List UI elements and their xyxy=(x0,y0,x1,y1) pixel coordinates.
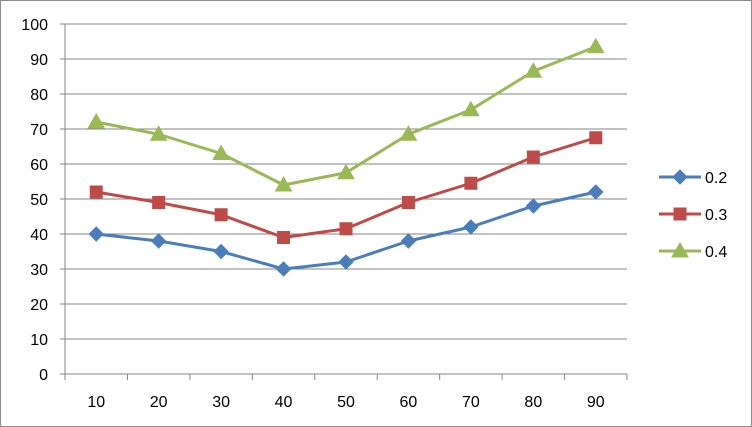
y-tick-label: 30 xyxy=(30,262,48,279)
x-tick-label: 80 xyxy=(524,394,542,411)
data-point xyxy=(277,231,291,244)
data-point xyxy=(401,196,415,209)
series-0.4 xyxy=(87,37,605,192)
legend: 0.2 0.3 0.4 xyxy=(659,169,727,261)
y-tick-label: 0 xyxy=(39,367,48,384)
legend-label: 0.2 xyxy=(705,170,727,187)
x-tick-label: 40 xyxy=(275,394,293,411)
data-point xyxy=(462,100,480,117)
legend-item-0.4: 0.4 xyxy=(659,241,727,261)
series-layer xyxy=(87,37,605,277)
data-point xyxy=(339,222,353,236)
x-tick-label: 70 xyxy=(462,394,480,411)
x-tick-label: 50 xyxy=(337,394,355,411)
x-tick-label: 60 xyxy=(400,394,418,411)
y-tick-label: 80 xyxy=(30,87,48,104)
legend-label: 0.3 xyxy=(705,207,727,224)
data-point xyxy=(524,62,543,78)
data-point xyxy=(213,243,229,260)
y-tick-label: 20 xyxy=(30,297,48,314)
data-point xyxy=(275,261,292,277)
data-point xyxy=(152,196,166,209)
legend-item-0.2: 0.2 xyxy=(659,169,727,187)
data-point xyxy=(88,226,104,242)
x-tick-label: 10 xyxy=(87,394,105,411)
y-tick-label: 60 xyxy=(30,157,48,174)
y-tick-label: 70 xyxy=(30,122,48,139)
data-point xyxy=(150,233,167,249)
y-tick-label: 10 xyxy=(30,332,48,349)
data-point xyxy=(586,37,605,54)
axes: 0 10 20 30 40 50 60 70 80 90 100 10 20 30 40 50 60 70 80 90 xyxy=(21,17,628,411)
y-tick-label: 50 xyxy=(30,192,48,209)
data-point xyxy=(212,144,230,160)
y-tick-label: 100 xyxy=(21,17,48,34)
legend-marker xyxy=(672,169,688,185)
data-point xyxy=(149,125,168,141)
x-tick-label: 20 xyxy=(150,394,168,411)
data-point xyxy=(589,131,603,145)
gridlines xyxy=(65,23,627,340)
data-point xyxy=(274,175,293,192)
data-point xyxy=(87,112,106,129)
legend-marker xyxy=(673,207,687,221)
series-0.3 xyxy=(89,131,603,244)
data-point xyxy=(399,125,418,141)
legend-marker xyxy=(671,241,689,258)
data-point xyxy=(214,208,228,222)
data-point xyxy=(525,198,542,214)
data-point xyxy=(588,184,604,200)
data-point xyxy=(526,150,540,164)
data-point xyxy=(338,254,354,270)
legend-label: 0.4 xyxy=(705,244,727,261)
y-tick-label: 90 xyxy=(30,52,48,69)
data-point xyxy=(400,233,417,249)
series-0.2 xyxy=(88,184,604,277)
data-point xyxy=(337,163,355,180)
x-tick-label: 90 xyxy=(587,394,605,411)
data-point xyxy=(89,185,103,199)
y-tick-label: 40 xyxy=(30,227,48,244)
data-point xyxy=(464,176,478,190)
x-tick-label: 30 xyxy=(212,394,230,411)
data-point xyxy=(463,219,479,235)
legend-item-0.3: 0.3 xyxy=(659,207,727,224)
